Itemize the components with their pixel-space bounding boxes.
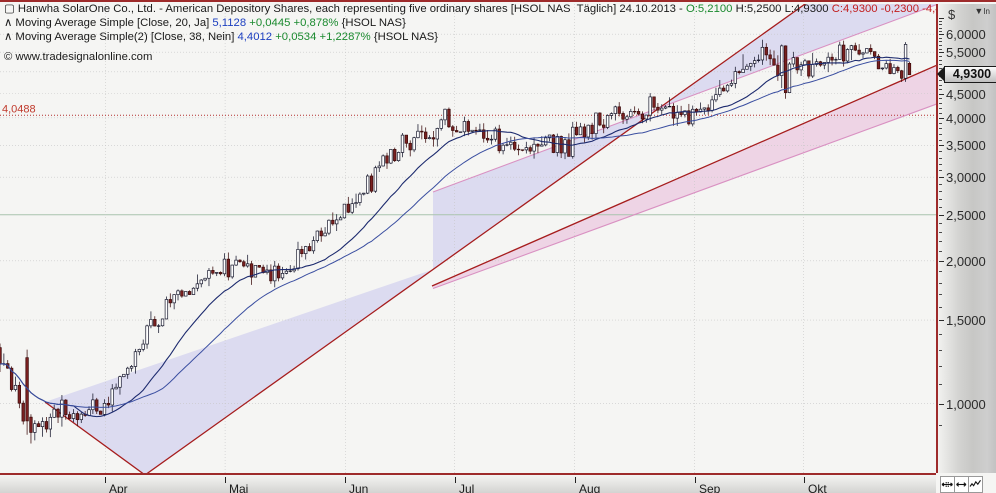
svg-text:4,0488: 4,0488 bbox=[2, 103, 36, 115]
